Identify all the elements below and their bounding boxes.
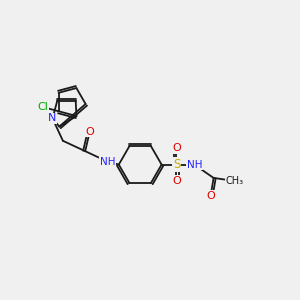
Text: NH: NH <box>100 157 115 166</box>
Text: O: O <box>206 191 215 201</box>
Text: O: O <box>172 143 181 153</box>
Text: O: O <box>85 127 94 137</box>
Text: CH₃: CH₃ <box>225 176 244 186</box>
Text: N: N <box>48 113 57 124</box>
Text: O: O <box>172 176 181 186</box>
Text: NH: NH <box>187 160 202 170</box>
Text: Cl: Cl <box>38 102 48 112</box>
Text: S: S <box>173 158 180 171</box>
